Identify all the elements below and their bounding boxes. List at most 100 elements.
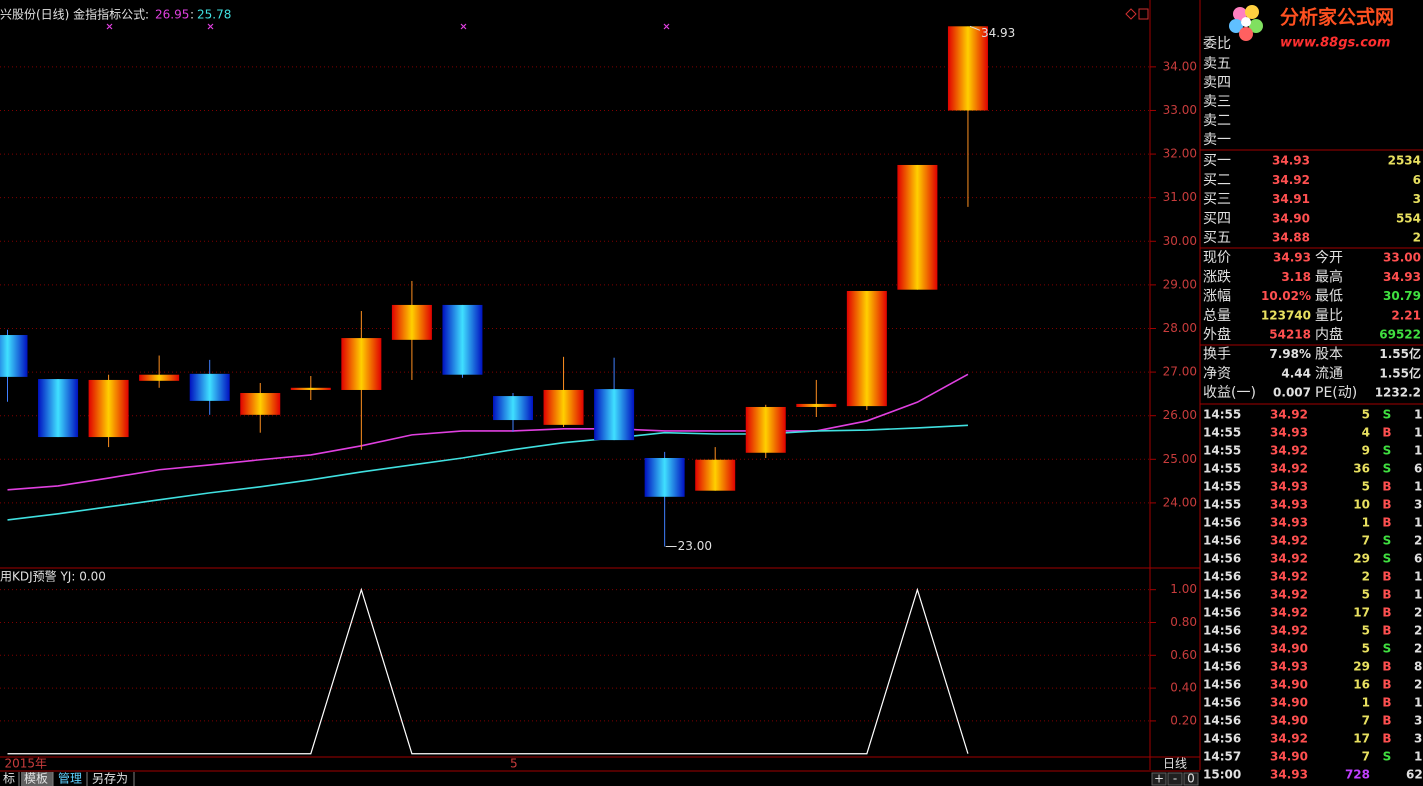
- tick-count: 1: [1414, 480, 1422, 494]
- y-tick-label: 0.60: [1170, 648, 1197, 662]
- tick-time: 14:55: [1203, 480, 1241, 494]
- tick-time: 14:55: [1203, 498, 1241, 512]
- tick-price: 34.93: [1270, 480, 1308, 494]
- tick-side: S: [1383, 642, 1392, 656]
- stat-value: 1232.2: [1375, 386, 1421, 400]
- tab[interactable]: 另存为: [92, 772, 128, 786]
- tick-count: 3: [1414, 732, 1422, 746]
- tick-time: 14:56: [1203, 588, 1241, 602]
- stat-label: PE(动): [1315, 385, 1357, 401]
- stat-value: 1.55亿: [1379, 346, 1421, 361]
- bid-label: 买三: [1203, 192, 1231, 208]
- tick-price: 34.93: [1270, 516, 1308, 530]
- tick-volume: 5: [1362, 642, 1370, 656]
- period-label: 日线: [1163, 757, 1187, 771]
- tick-side: B: [1382, 714, 1391, 728]
- candle-body: [391, 304, 432, 340]
- tick-volume: 17: [1353, 606, 1370, 620]
- zoom-button[interactable]: [1151, 772, 1167, 786]
- stat-label: 流通: [1315, 366, 1343, 382]
- tick-count: 2: [1414, 678, 1422, 692]
- tick-count: 1: [1414, 426, 1422, 440]
- tick-time: 14:56: [1203, 534, 1241, 548]
- tick-time: 14:57: [1203, 750, 1241, 764]
- tick-time: 14:56: [1203, 660, 1241, 674]
- window-icons[interactable]: [1125, 8, 1149, 20]
- candle-body: [897, 164, 938, 290]
- tick-side: B: [1382, 606, 1391, 620]
- y-tick-label: 29.00: [1163, 277, 1197, 291]
- zoom-label[interactable]: +: [1154, 772, 1164, 786]
- tick-count: 1: [1414, 750, 1422, 764]
- bid-price: 34.91: [1272, 192, 1310, 206]
- tick-volume: 16: [1353, 678, 1370, 692]
- stat-value: 30.79: [1383, 289, 1421, 303]
- tick-volume: 7: [1362, 534, 1370, 548]
- candle-body: [493, 396, 533, 421]
- y-tick-label: 25.00: [1163, 452, 1197, 466]
- tab[interactable]: 管理: [58, 771, 82, 786]
- tick-side: S: [1383, 750, 1392, 764]
- candle-body: [290, 387, 331, 390]
- bid-volume: 3: [1413, 192, 1421, 206]
- bid-price: 34.88: [1272, 231, 1310, 245]
- stat-value: 10.02%: [1261, 289, 1311, 303]
- tick-side: B: [1382, 696, 1391, 710]
- tab[interactable]: 模板: [24, 772, 48, 786]
- ask-label: 卖二: [1203, 113, 1231, 129]
- tab[interactable]: 标: [3, 772, 15, 786]
- stat-label: 收益(一): [1203, 385, 1256, 401]
- tick-side: B: [1382, 732, 1391, 746]
- y-tick-label: 1.00: [1170, 582, 1197, 596]
- tick-side: B: [1382, 624, 1391, 638]
- stat-value: 7.98%: [1269, 347, 1311, 361]
- tick-price: 34.90: [1270, 696, 1308, 710]
- x-tick-label: 2015年: [5, 757, 48, 771]
- tick-volume: 5: [1362, 408, 1370, 422]
- tick-price: 34.92: [1270, 408, 1308, 422]
- tick-side: S: [1383, 534, 1392, 548]
- tick-volume: 728: [1345, 768, 1370, 782]
- ask-label: 卖一: [1203, 132, 1231, 148]
- zoom-label[interactable]: 0: [1187, 772, 1195, 786]
- tick-price: 34.92: [1270, 570, 1308, 584]
- tick-price: 34.90: [1270, 750, 1308, 764]
- tick-volume: 10: [1353, 498, 1370, 512]
- candle-body: [139, 374, 180, 381]
- tick-count: 2: [1414, 624, 1422, 638]
- tick-price: 34.92: [1270, 606, 1308, 620]
- ask-label: 卖四: [1203, 75, 1231, 91]
- zoom-label[interactable]: -: [1173, 772, 1177, 786]
- pointer: [969, 25, 981, 31]
- candle-body: [38, 379, 79, 438]
- stat-value: 2.21: [1391, 308, 1421, 322]
- pane-title: 用KDJ预警 YJ: 0.00: [0, 569, 106, 584]
- stat-label: 股本: [1315, 347, 1343, 363]
- logo-icon: [1229, 5, 1263, 41]
- zoom-button[interactable]: [1183, 772, 1199, 786]
- candle-body: [846, 290, 887, 407]
- tick-count: 3: [1414, 498, 1422, 512]
- tab-bg[interactable]: [21, 772, 53, 786]
- tick-side: B: [1382, 678, 1391, 692]
- tick-volume: 9: [1362, 444, 1370, 458]
- bid-label: 买五: [1203, 230, 1231, 246]
- tick-volume: 17: [1353, 732, 1370, 746]
- logo-name: 分析家公式网: [1280, 6, 1394, 29]
- ask-label: 卖五: [1203, 56, 1231, 72]
- bid-volume: 2: [1413, 231, 1421, 245]
- candle-body: [240, 393, 281, 415]
- tick-volume: 29: [1353, 660, 1370, 674]
- tick-side: S: [1383, 552, 1392, 566]
- zoom-button[interactable]: [1167, 772, 1183, 786]
- tick-count: 6: [1414, 552, 1422, 566]
- y-tick-label: 26.00: [1163, 408, 1197, 422]
- x-tick-label: 5: [510, 757, 518, 771]
- stat-value: 34.93: [1383, 270, 1421, 284]
- stat-value: 33.00: [1383, 251, 1421, 265]
- tick-count: 1: [1414, 516, 1422, 530]
- candle-body: [543, 389, 584, 425]
- candle-body: [796, 403, 837, 407]
- stat-value: 1.55亿: [1379, 365, 1421, 380]
